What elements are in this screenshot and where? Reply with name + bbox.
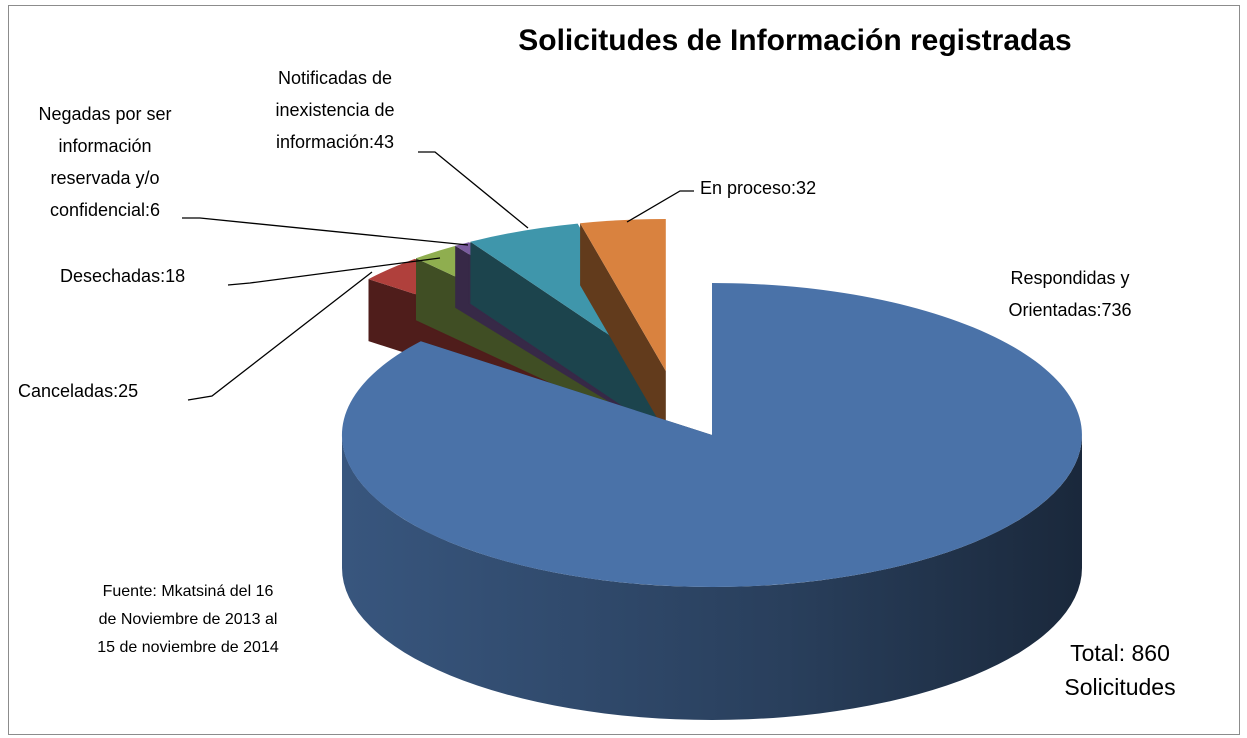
slice bbox=[580, 219, 666, 371]
total-note: Total: 860 Solicitudes bbox=[1064, 640, 1176, 700]
data-label: En proceso:32 bbox=[700, 178, 817, 198]
slice-edge bbox=[470, 241, 664, 434]
slice-side bbox=[342, 435, 1082, 720]
data-label: Respondidas y Orientadas:736 bbox=[1008, 268, 1132, 320]
slice-edge bbox=[580, 223, 666, 433]
chart-title: Solicitudes de Información registradas bbox=[518, 24, 1072, 57]
source-note: Fuente: Mkatsiná del 16 de Noviembre de … bbox=[97, 583, 279, 656]
leader-line bbox=[418, 151, 529, 229]
leader-line bbox=[227, 257, 441, 286]
leader-line bbox=[187, 271, 373, 401]
leader-line bbox=[626, 190, 694, 223]
slice bbox=[341, 283, 1082, 587]
data-label: Notificadas de inexistencia de informaci… bbox=[275, 68, 395, 152]
data-label: Negadas por ser información reservada y/… bbox=[38, 104, 172, 220]
data-label: Desechadas:18 bbox=[60, 266, 186, 286]
data-label: Canceladas:25 bbox=[18, 381, 139, 401]
leader-line bbox=[182, 217, 469, 246]
